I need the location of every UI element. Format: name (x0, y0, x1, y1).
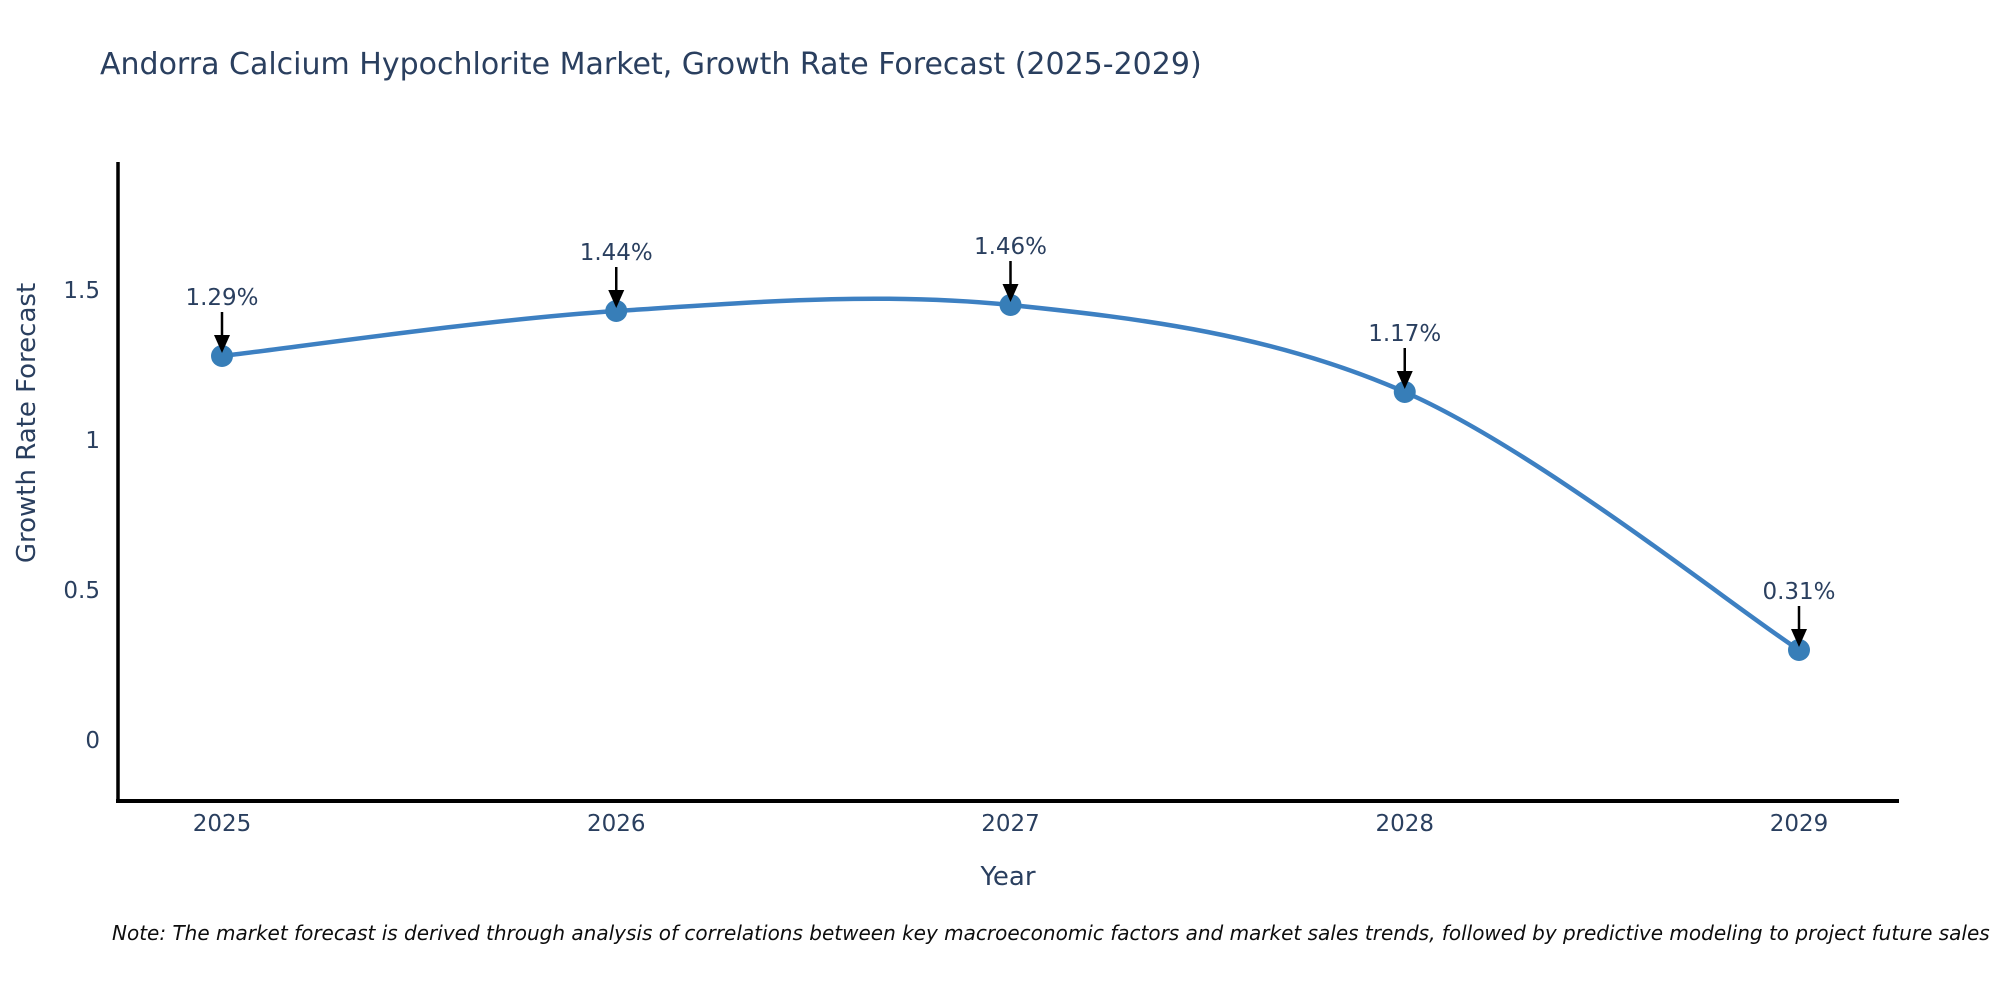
data-point-label: 1.44% (579, 240, 653, 266)
data-point-marker (211, 345, 233, 367)
x-tick-label: 2028 (1375, 811, 1435, 837)
x-tick-label: 2027 (981, 811, 1040, 837)
data-point-label: 1.46% (973, 234, 1048, 260)
chart-title: Andorra Calcium Hypochlorite Market, Gro… (100, 47, 1202, 82)
annotation-arrowhead (1396, 371, 1413, 389)
data-point-marker (605, 300, 628, 322)
data-point-label: 0.31% (1762, 579, 1836, 605)
y-tick-label: 1.5 (63, 278, 100, 304)
data-point-label: 1.29% (185, 285, 259, 311)
y-tick-label: 0.5 (63, 578, 100, 604)
data-point-label: 1.17% (1368, 321, 1442, 347)
annotation-arrowhead (1002, 284, 1019, 302)
y-tick-label: 0 (85, 728, 100, 754)
footnote: Note: The market forecast is derived thr… (112, 921, 1990, 945)
x-tick-label: 2025 (192, 811, 252, 837)
data-point-marker (999, 294, 1022, 316)
data-point-marker (1393, 381, 1416, 403)
x-tick-label: 2029 (1769, 811, 1829, 837)
x-tick-label: 2026 (586, 811, 646, 837)
annotation-arrowhead (214, 335, 230, 353)
annotation-arrowhead (608, 290, 625, 308)
data-point-marker (1788, 639, 1810, 661)
y-tick-label: 1 (85, 428, 100, 454)
trend-line (221, 296, 1801, 652)
annotation-arrowhead (1791, 629, 1807, 647)
x-axis-title: Year (980, 862, 1036, 892)
y-axis-title: Growth Rate Forecast (12, 282, 42, 564)
